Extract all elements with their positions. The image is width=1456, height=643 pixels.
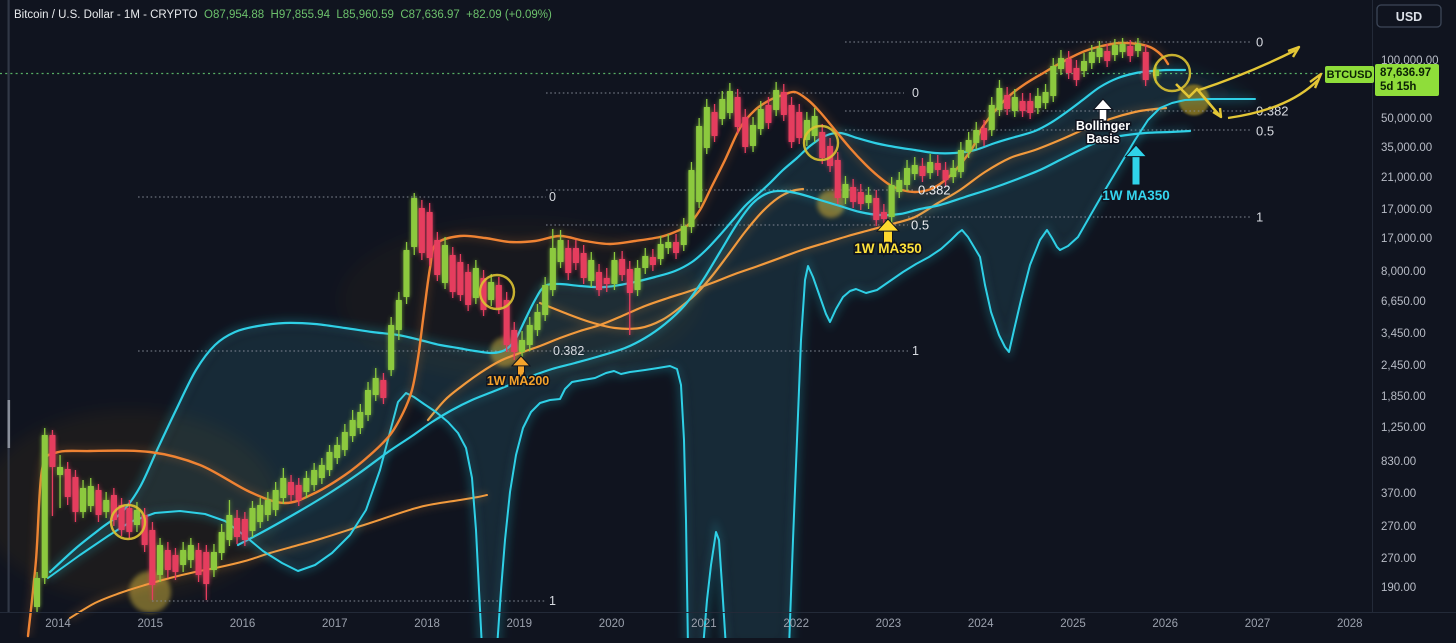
svg-text:50,000.00: 50,000.00 (1381, 113, 1432, 125)
svg-text:2027: 2027 (1245, 618, 1271, 630)
svg-text:0.5: 0.5 (1256, 124, 1274, 139)
svg-text:2025: 2025 (1060, 618, 1086, 630)
svg-text:0.5: 0.5 (911, 218, 929, 233)
svg-text:2014: 2014 (45, 618, 71, 630)
svg-text:0.382: 0.382 (553, 344, 584, 358)
svg-text:35,000.00: 35,000.00 (1381, 142, 1432, 154)
svg-text:270.00: 270.00 (1381, 553, 1416, 565)
svg-text:USD: USD (1396, 10, 1422, 24)
svg-text:2022: 2022 (783, 618, 809, 630)
svg-text:1,850.00: 1,850.00 (1381, 391, 1426, 403)
svg-text:2018: 2018 (414, 618, 440, 630)
svg-text:2015: 2015 (138, 618, 164, 630)
svg-text:1: 1 (1256, 210, 1263, 225)
svg-text:2016: 2016 (230, 618, 256, 630)
svg-text:BTCUSD: BTCUSD (1327, 69, 1373, 81)
svg-text:1W MA350: 1W MA350 (1102, 188, 1170, 203)
svg-text:Basis: Basis (1086, 132, 1119, 146)
svg-text:5d 15h: 5d 15h (1380, 81, 1416, 93)
svg-text:6,650.00: 6,650.00 (1381, 296, 1426, 308)
svg-text:0: 0 (1256, 35, 1263, 50)
svg-text:Bollinger: Bollinger (1076, 119, 1130, 133)
svg-text:21,000.00: 21,000.00 (1381, 172, 1432, 184)
svg-text:87,636.97: 87,636.97 (1380, 67, 1431, 79)
svg-text:2,450.00: 2,450.00 (1381, 360, 1426, 372)
svg-text:0: 0 (912, 86, 919, 100)
svg-text:Bitcoin / U.S. Dollar - 1M - C: Bitcoin / U.S. Dollar - 1M - CRYPTO O87,… (14, 9, 552, 21)
svg-text:270.00: 270.00 (1381, 521, 1416, 533)
svg-text:2023: 2023 (876, 618, 902, 630)
svg-text:0.382: 0.382 (1256, 104, 1289, 119)
svg-text:2020: 2020 (599, 618, 625, 630)
svg-text:3,450.00: 3,450.00 (1381, 328, 1426, 340)
svg-text:2026: 2026 (1152, 618, 1178, 630)
svg-text:1W MA350: 1W MA350 (854, 241, 922, 256)
svg-text:17,000.00: 17,000.00 (1381, 233, 1432, 245)
svg-text:8,000.00: 8,000.00 (1381, 266, 1426, 278)
svg-text:0: 0 (549, 190, 556, 204)
svg-text:2028: 2028 (1337, 618, 1363, 630)
svg-text:190.00: 190.00 (1381, 582, 1416, 594)
svg-text:0.382: 0.382 (918, 183, 951, 198)
svg-text:2017: 2017 (322, 618, 348, 630)
svg-text:17,000.00: 17,000.00 (1381, 204, 1432, 216)
svg-text:1W MA200: 1W MA200 (487, 374, 550, 388)
svg-text:830.00: 830.00 (1381, 456, 1416, 468)
svg-text:1: 1 (549, 594, 556, 608)
svg-text:2021: 2021 (691, 618, 717, 630)
svg-text:1,250.00: 1,250.00 (1381, 422, 1426, 434)
svg-text:370.00: 370.00 (1381, 488, 1416, 500)
svg-text:2019: 2019 (507, 618, 533, 630)
svg-text:1: 1 (912, 344, 919, 358)
svg-text:2024: 2024 (968, 618, 994, 630)
